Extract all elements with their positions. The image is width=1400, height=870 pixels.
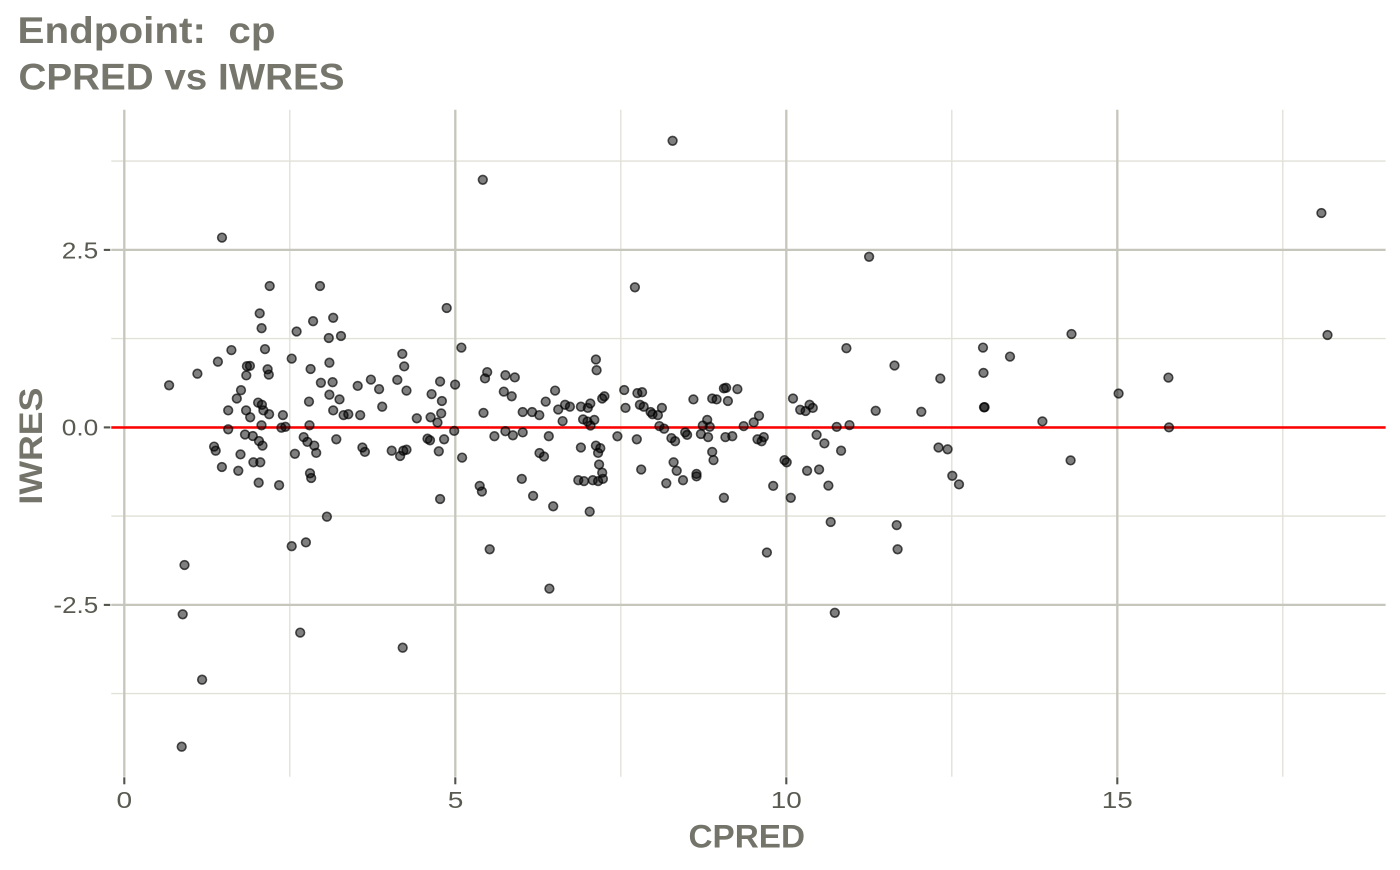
svg-text:0: 0: [117, 787, 133, 813]
svg-text:-2.5: -2.5: [53, 592, 98, 618]
svg-text:2.5: 2.5: [62, 237, 99, 263]
svg-text:Endpoint: cp: Endpoint: cp: [18, 10, 276, 51]
svg-text:10: 10: [771, 787, 802, 813]
svg-text:CPRED vs IWRES: CPRED vs IWRES: [19, 56, 345, 97]
svg-text:5: 5: [448, 787, 464, 813]
svg-text:0.0: 0.0: [62, 415, 99, 441]
svg-text:IWRES: IWRES: [13, 388, 49, 505]
svg-text:15: 15: [1102, 787, 1133, 813]
svg-text:CPRED: CPRED: [689, 819, 806, 855]
